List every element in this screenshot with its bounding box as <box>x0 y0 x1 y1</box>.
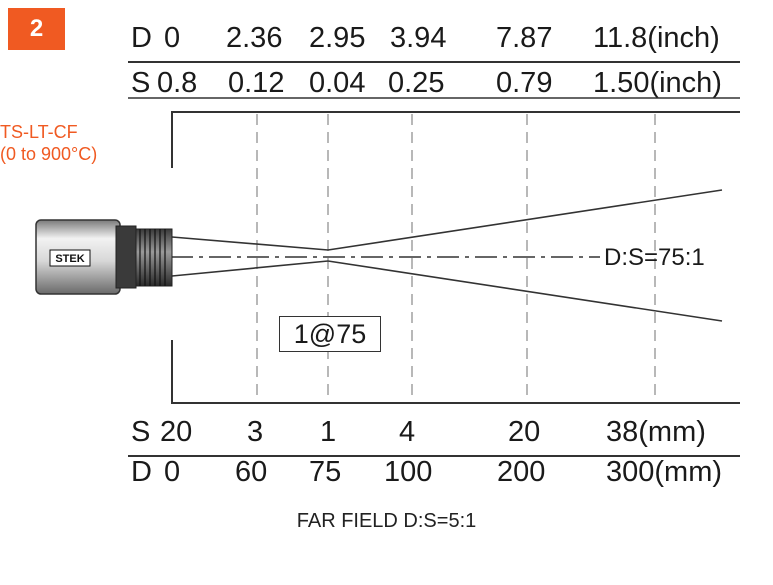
measurement-beam <box>171 189 723 322</box>
bottom-distance-value: 300(mm) <box>606 456 723 488</box>
bottom-spot-row: S 20 3 1 4 20 38(mm) <box>0 418 773 452</box>
model-info: TS-LT-CF (0 to 900°C) <box>0 121 97 165</box>
top-distance-value: 11.8(inch) <box>593 22 720 54</box>
bottom-spot-prefix: S <box>131 416 151 448</box>
beam-upper-diverging <box>327 189 723 251</box>
far-field-caption: FAR FIELD D:S=5:1 <box>296 510 477 532</box>
top-distance-row: D 0 2.36 2.95 3.94 7.87 11.8(inch) <box>0 24 773 58</box>
top-distance-value: 0 <box>164 22 181 54</box>
sensor-thread <box>135 228 173 287</box>
top-spot-value: 0.79 <box>496 67 553 99</box>
beam-lower-diverging <box>327 260 723 322</box>
top-spot-value: 0.25 <box>388 67 445 99</box>
top-spot-value: 0.8 <box>157 67 198 99</box>
spot-size-label: 1@75 <box>279 316 381 352</box>
model-name: TS-LT-CF <box>0 122 78 142</box>
top-spot-prefix: S <box>131 67 151 99</box>
top-spot-value: 0.04 <box>309 67 366 99</box>
bottom-distance-row: D 0 60 75 100 200 300(mm) <box>0 458 773 492</box>
bottom-spot-value: 3 <box>247 416 264 448</box>
top-spot-value: 1.50(inch) <box>593 67 722 99</box>
top-spot-row: S 0.8 0.12 0.04 0.25 0.79 1.50(inch) <box>0 69 773 103</box>
bottom-distance-value: 100 <box>384 456 433 488</box>
temperature-range: (0 to 900°C) <box>0 144 98 164</box>
bottom-spot-value: 4 <box>399 416 416 448</box>
brand-logo-plate <box>49 249 91 267</box>
top-distance-value: 7.87 <box>496 22 553 54</box>
distance-gridlines <box>256 114 656 401</box>
brand-logo: STEK <box>55 253 84 265</box>
bottom-distance-value: 0 <box>164 456 181 488</box>
bottom-spot-value: 38(mm) <box>606 416 706 448</box>
bottom-spot-value: 20 <box>508 416 541 448</box>
bottom-distance-value: 200 <box>497 456 546 488</box>
bottom-distance-prefix: D <box>131 456 152 488</box>
bottom-spot-value: 20 <box>160 416 193 448</box>
sensor-nut <box>115 225 137 289</box>
frame-top-edge <box>171 111 740 168</box>
top-distance-prefix: D <box>131 22 152 54</box>
frame-bottom-edge <box>171 340 740 404</box>
top-spot-value: 0.12 <box>228 67 285 99</box>
distance-to-spot-ratio: D:S=75:1 <box>604 244 705 271</box>
step-number-badge: 2 <box>8 8 65 50</box>
bottom-distance-value: 75 <box>309 456 342 488</box>
beam-upper-converging <box>171 236 329 251</box>
top-distance-value: 2.95 <box>309 22 366 54</box>
infrared-sensor: STEK <box>35 219 173 295</box>
thread-ridges <box>139 229 166 286</box>
bottom-distance-value: 60 <box>235 456 268 488</box>
top-distance-value: 2.36 <box>226 22 283 54</box>
beam-lower-converging <box>171 260 329 277</box>
top-distance-value: 3.94 <box>390 22 447 54</box>
bottom-spot-value: 1 <box>320 416 337 448</box>
